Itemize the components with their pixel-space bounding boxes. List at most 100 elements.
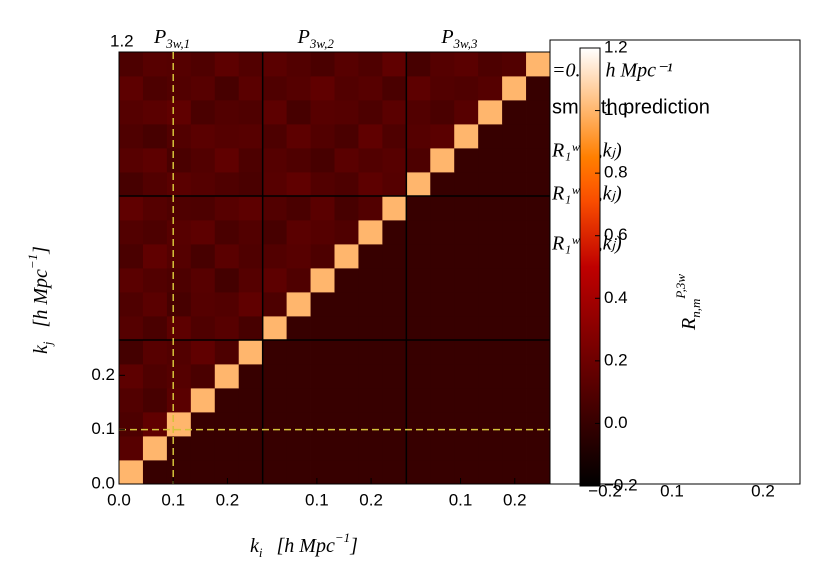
- heatmap-cell: [430, 292, 455, 317]
- heatmap-cell: [119, 244, 144, 269]
- heatmap-cell: [382, 124, 407, 149]
- heatmap-cell: [119, 124, 144, 149]
- heatmap-cell: [238, 76, 264, 101]
- heatmap-cell: [190, 244, 216, 269]
- y-axis-label-part: [h Mpc: [30, 269, 52, 327]
- y-axis-label-part: k: [30, 344, 52, 354]
- bg-x-tick-label: 0.1: [660, 481, 684, 500]
- heatmap-cell: [382, 268, 407, 293]
- heatmap-cell: [214, 76, 240, 101]
- heatmap-cell: [142, 292, 168, 317]
- heatmap-cell: [286, 268, 311, 293]
- heatmap-cell: [430, 220, 455, 245]
- heatmap-cell: [262, 388, 288, 413]
- y-tick-label: 0.0: [91, 473, 115, 492]
- heatmap-cell: [119, 148, 144, 173]
- heatmap-cell: [454, 388, 479, 413]
- heatmap-cell: [214, 172, 240, 197]
- heatmap-cell: [310, 292, 335, 317]
- heatmap-cell: [526, 364, 551, 389]
- heatmap-cell: [119, 52, 144, 77]
- heatmap-cell: [262, 196, 288, 221]
- heatmap-cell: [238, 268, 264, 293]
- heatmap-cell: [166, 268, 192, 293]
- heatmap-cell: [526, 220, 551, 245]
- x-axis-label-part: k: [250, 535, 260, 557]
- heatmap-cell: [166, 220, 192, 245]
- heatmap-cell: [478, 412, 503, 437]
- heatmap-cell: [406, 124, 431, 149]
- heatmap-cell: [382, 316, 407, 341]
- heatmap-cell: [502, 52, 527, 77]
- heatmap-cell: [286, 436, 311, 461]
- heatmap-cell: [526, 172, 551, 197]
- heatmap-cell: [406, 412, 431, 437]
- heatmap-cell: [238, 340, 264, 365]
- heatmap-cell: [430, 388, 455, 413]
- legend-text: =0.05 h Mpc⁻¹: [552, 60, 673, 82]
- x-axis-label-part: [h Mpc: [277, 535, 335, 557]
- colorbar-tick-label: 0.0: [604, 413, 628, 432]
- heatmap-cell: [190, 148, 216, 173]
- heatmap-cell: [142, 316, 168, 341]
- heatmap-cell: [406, 436, 431, 461]
- heatmap-cell: [334, 364, 359, 389]
- heatmap-cell: [142, 460, 168, 485]
- heatmap-cell: [142, 268, 168, 293]
- heatmap-cell: [382, 196, 407, 221]
- heatmap-cell: [502, 388, 527, 413]
- heatmap-cell: [454, 292, 479, 317]
- heatmap-cell: [286, 124, 311, 149]
- heatmap-cell: [310, 244, 335, 269]
- heatmap-cell: [406, 460, 431, 485]
- heatmap-cell: [430, 100, 455, 125]
- heatmap-cell: [119, 268, 144, 293]
- heatmap-cell: [478, 244, 503, 269]
- block-label: P3w,2: [297, 26, 335, 52]
- heatmap-cell: [190, 316, 216, 341]
- heatmap-cell: [119, 220, 144, 245]
- heatmap-cell: [190, 268, 216, 293]
- heatmap-cell: [166, 76, 192, 101]
- heatmap-cell: [238, 316, 264, 341]
- heatmap-cell: [310, 220, 335, 245]
- heatmap-cell: [526, 244, 551, 269]
- heatmap-cell: [214, 436, 240, 461]
- heatmap-cell: [454, 124, 479, 149]
- heatmap-cell: [526, 460, 551, 485]
- heatmap-cell: [358, 124, 383, 149]
- heatmap-cell: [502, 148, 527, 173]
- corner-label: 1.2: [110, 31, 134, 50]
- heatmap-cell: [214, 340, 240, 365]
- heatmap-cell: [310, 412, 335, 437]
- heatmap-cell: [238, 292, 264, 317]
- colorbar-label-part: P,3w: [673, 274, 688, 300]
- heatmap-cell: [142, 220, 168, 245]
- heatmap-cell: [358, 364, 383, 389]
- heatmap-cell: [406, 100, 431, 125]
- heatmap-cell: [406, 196, 431, 221]
- heatmap-cell: [478, 52, 503, 77]
- x-axis-label-part: −1: [335, 530, 350, 545]
- heatmap-cell: [119, 316, 144, 341]
- heatmap-cell: [334, 196, 359, 221]
- heatmap-cell: [478, 316, 503, 341]
- x-axis-label-part: i: [259, 545, 263, 560]
- heatmap-cell: [190, 412, 216, 437]
- heatmap-cell: [454, 172, 479, 197]
- heatmap-cell: [190, 292, 216, 317]
- heatmap-cell: [526, 52, 551, 77]
- block-label: P3w,3: [440, 26, 478, 52]
- legend-text: smooth prediction: [552, 96, 710, 118]
- heatmap-cell: [334, 220, 359, 245]
- heatmap-cell: [334, 52, 359, 77]
- heatmap-cell: [166, 52, 192, 77]
- heatmap-cell: [119, 388, 144, 413]
- heatmap-cell: [310, 268, 335, 293]
- heatmap-cell: [478, 460, 503, 485]
- heatmap-cell: [382, 100, 407, 125]
- heatmap-cell: [262, 412, 288, 437]
- heatmap-cell: [214, 388, 240, 413]
- heatmap-cell: [119, 436, 144, 461]
- block-label-part: 3w,3: [453, 36, 478, 51]
